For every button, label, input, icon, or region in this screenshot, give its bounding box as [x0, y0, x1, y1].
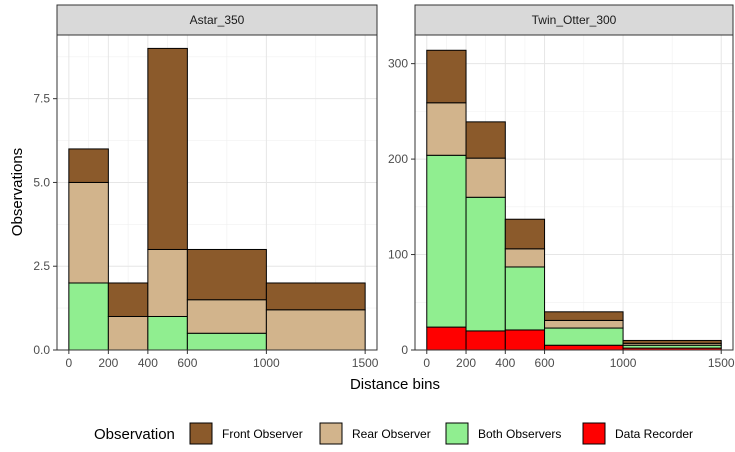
panel-1-x-tick-label: 0 — [66, 356, 73, 370]
panel-2-bar-both-bin-4 — [544, 327, 624, 346]
legend-title: Observation — [94, 426, 175, 443]
panel-1-x-tick-label: 1000 — [253, 356, 280, 370]
legend-label-rear: Rear Observer — [352, 427, 431, 441]
panel-2-bar-rear-bin-4 — [544, 319, 624, 329]
legend-label-both: Both Observers — [478, 427, 561, 441]
panel-2-x-tick-label: 1000 — [610, 356, 637, 370]
panel-2-bar-rear-bin-3 — [504, 248, 546, 268]
panel-1-bar-rear-bin-2 — [107, 315, 149, 351]
panel-1-bar-rear-bin-1 — [68, 181, 109, 284]
panel-2-bar-both-bin-2 — [465, 196, 506, 332]
panel-1-bar-front-bin-3 — [147, 47, 188, 250]
panel-2-x-tick-label: 400 — [495, 356, 515, 370]
panel-1-x-tick-label: 600 — [177, 356, 197, 370]
panel-2-bar-front-bin-4 — [544, 311, 624, 321]
panel-2-bar-rear-bin-2 — [465, 157, 506, 198]
panel-2-x-tick-label: 600 — [535, 356, 555, 370]
panel-2-strip — [414, 4, 734, 36]
panel-2-strip-title: Twin_Otter_300 — [532, 13, 617, 27]
legend-swatch-both — [445, 422, 469, 445]
panel-1-bar-front-bin-4 — [186, 248, 267, 301]
legend-label-front: Front Observer — [222, 427, 303, 441]
panel-1-bar-rear-bin-5 — [265, 309, 366, 351]
panel-1-strip — [56, 4, 378, 36]
legend-label-recorder: Data Recorder — [615, 427, 693, 441]
panel-2-x-tick-label: 0 — [423, 356, 430, 370]
panel-1-bar-front-bin-2 — [107, 282, 149, 317]
panel-2-bar-recorder-bin-2 — [465, 330, 506, 351]
panel-2-x-tick-label: 1500 — [708, 356, 735, 370]
panel-1-x-tick-label: 400 — [138, 356, 158, 370]
panel-1-bar-rear-bin-3 — [147, 248, 188, 317]
panel-2-x-tick-label: 200 — [456, 356, 476, 370]
panel-2-bar-front-bin-2 — [465, 121, 506, 159]
legend-swatch-rear — [319, 422, 343, 445]
panel-2-bar-recorder-bin-4 — [544, 344, 624, 351]
panel-2-y-tick-label: 0 — [401, 343, 408, 357]
panel-1-x-tick-label: 1500 — [352, 356, 379, 370]
panel-1-bar-front-bin-1 — [68, 148, 109, 183]
panel-2-bar-recorder-bin-1 — [426, 326, 467, 351]
panel-2-bar-front-bin-5 — [622, 339, 722, 344]
panel-1-y-tick-label: 7.5 — [33, 92, 50, 106]
y-axis-title: Observations — [9, 148, 26, 236]
panel-1-bar-both-bin-1 — [68, 282, 109, 351]
panel-2-bar-rear-bin-1 — [426, 102, 467, 156]
panel-1-strip-title: Astar_350 — [190, 13, 245, 27]
panel-1-y-tick-label: 5.0 — [33, 175, 50, 189]
panel-1-x-tick-label: 200 — [98, 356, 118, 370]
panel-2-y-tick-label: 100 — [388, 248, 408, 262]
panel-1-bar-front-bin-5 — [265, 282, 366, 311]
panel-1-bar-both-bin-3 — [147, 315, 188, 351]
panel-1-bar-both-bin-4 — [186, 332, 267, 351]
panel-1-y-tick-label: 0.0 — [33, 343, 50, 357]
panel-2-y-tick-label: 300 — [388, 57, 408, 71]
panel-1-y-tick-label: 2.5 — [33, 259, 50, 273]
panel-2-bar-recorder-bin-3 — [504, 329, 546, 351]
x-axis-title: Distance bins — [350, 376, 440, 393]
panel-2-bar-both-bin-3 — [504, 266, 546, 331]
panel-2-bar-front-bin-1 — [426, 49, 467, 104]
legend-swatch-recorder — [582, 422, 606, 445]
legend-swatch-front — [189, 422, 213, 445]
panel-1-bar-rear-bin-4 — [186, 299, 267, 334]
panel-2-bar-both-bin-1 — [426, 154, 467, 328]
panel-2-y-tick-label: 200 — [388, 152, 408, 166]
panel-2-bar-front-bin-3 — [504, 218, 546, 250]
